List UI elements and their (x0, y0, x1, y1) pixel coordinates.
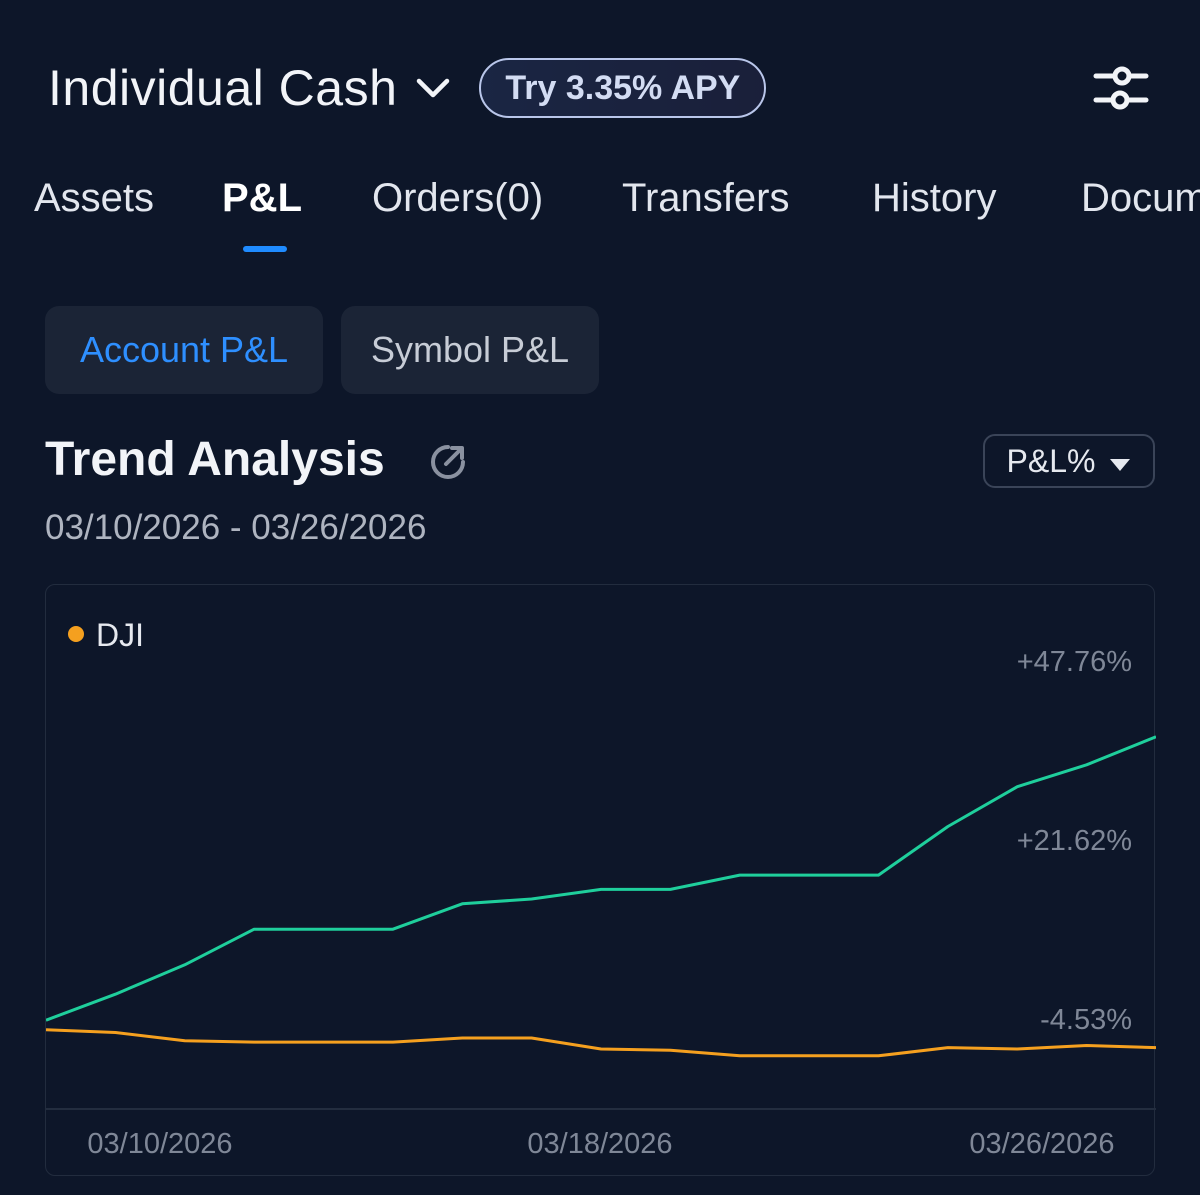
active-tab-indicator (243, 246, 287, 252)
metric-dropdown-value: P&L% (1006, 442, 1096, 479)
legend-dji-marker (68, 626, 84, 642)
tab-pnl[interactable]: P&L (222, 176, 302, 220)
date-range: 03/10/2026 - 03/26/2026 (45, 508, 427, 547)
tab-assets[interactable]: Assets (34, 176, 155, 220)
account-selector[interactable]: Individual Cash Try 3.35% APY (48, 56, 767, 120)
y-tick-label: +21.62% (1017, 825, 1132, 857)
filter-settings-icon[interactable] (1092, 62, 1150, 114)
tab-history[interactable]: History (872, 176, 997, 220)
symbol-pnl-button[interactable]: Symbol P&L (341, 306, 599, 394)
x-tick-label: 03/26/2026 (969, 1128, 1114, 1160)
series-account-line (46, 735, 1156, 1022)
account-pnl-button[interactable]: Account P&L (45, 306, 323, 394)
chevron-down-icon[interactable] (413, 68, 453, 108)
trend-chart: DJI +47.76% +21.62% -4.53% 03/10/2026 03/18… (45, 584, 1156, 1176)
section-title: Trend Analysis (45, 433, 385, 486)
x-tick-label: 03/10/2026 (87, 1128, 232, 1160)
y-tick-label: +47.76% (1017, 646, 1132, 678)
tab-documents[interactable]: Documents (1081, 176, 1200, 220)
y-tick-label: -4.53% (1040, 1004, 1132, 1036)
account-name[interactable]: Individual Cash (48, 60, 398, 116)
tab-transfers[interactable]: Transfers (622, 176, 790, 220)
tab-orders[interactable]: Orders(0) (372, 176, 544, 220)
apy-badge[interactable]: Try 3.35% APY (479, 58, 767, 118)
metric-dropdown[interactable]: P&L% (983, 434, 1155, 488)
x-tick-label: 03/18/2026 (527, 1128, 672, 1160)
account-tabs: Assets P&L Orders(0) Transfers History D… (0, 176, 1200, 256)
external-link-icon[interactable] (428, 442, 468, 482)
legend-dji-label: DJI (96, 617, 144, 653)
series-dji-line (46, 1028, 1156, 1058)
trend-chart-svg: DJI +47.76% +21.62% -4.53% 03/10/2026 03/18… (46, 617, 1156, 1160)
caret-down-icon (1109, 443, 1131, 480)
